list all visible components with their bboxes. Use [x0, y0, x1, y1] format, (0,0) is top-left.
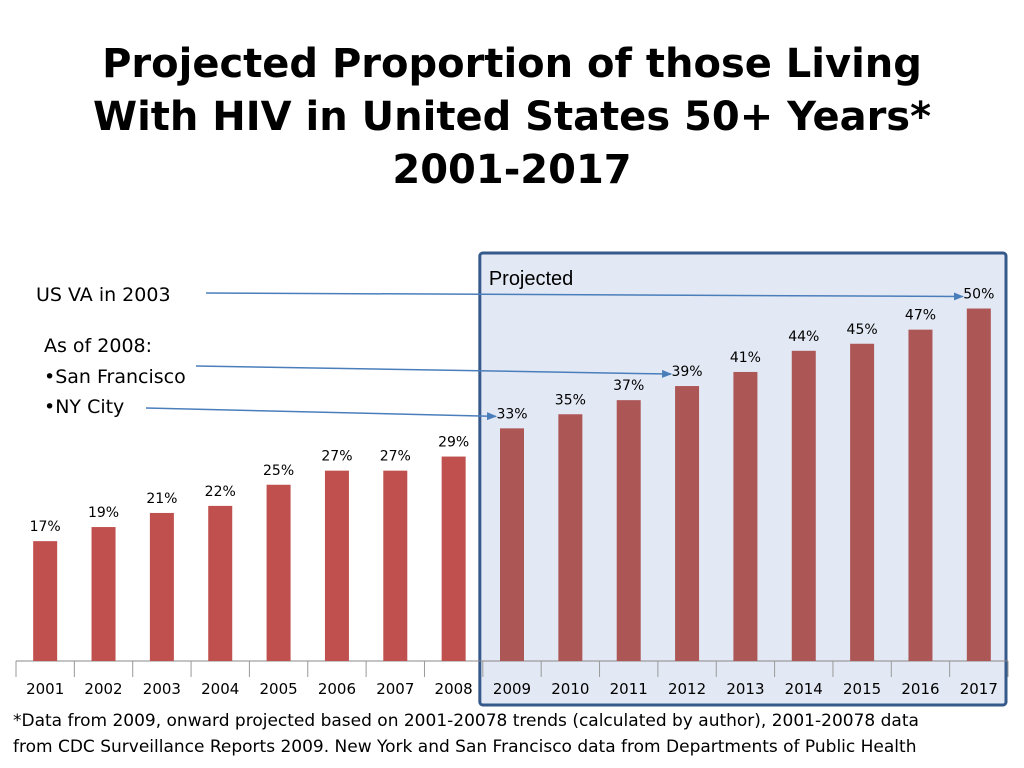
bar-2009: [500, 428, 524, 661]
bar-2011: [616, 400, 641, 661]
bar-2003: [149, 512, 174, 661]
us-va-2003-annotation: US VA in 2003: [36, 284, 171, 306]
x-tick-label-2017: 2017: [960, 680, 998, 698]
x-tick-label-2016: 2016: [901, 680, 939, 698]
us-va-arrow: [205, 292, 964, 301]
x-tick-label-2008: 2008: [435, 680, 473, 698]
data-label-2010: 35%: [555, 392, 586, 408]
ny-city-annotation: •NY City: [44, 396, 125, 418]
x-tick-label-2004: 2004: [201, 680, 239, 698]
bar-2010: [558, 414, 583, 661]
data-label-2015: 45%: [847, 322, 878, 338]
data-label-2003: 21%: [146, 491, 177, 507]
title-line-3: 2001-2017: [392, 147, 632, 193]
data-label-2016: 47%: [905, 308, 936, 324]
data-label-2008: 29%: [438, 435, 469, 451]
x-tick-label-2010: 2010: [551, 680, 589, 698]
bar-2013: [733, 371, 758, 661]
x-tick-label-2006: 2006: [318, 680, 356, 698]
data-label-2011: 37%: [613, 378, 644, 394]
data-label-2004: 22%: [205, 484, 236, 500]
footnote: *Data from 2009, onward projected based …: [13, 708, 1013, 760]
x-tick-label-2001: 2001: [26, 680, 64, 698]
x-tick-label-2009: 2009: [493, 680, 531, 698]
footnote-line-2: from CDC Surveillance Reports 2009. New …: [13, 737, 917, 757]
x-tick-label-2015: 2015: [843, 680, 881, 698]
data-label-2001: 17%: [30, 519, 61, 535]
bar-2016: [908, 329, 933, 661]
title-line-2: With HIV in United States 50+ Years*: [92, 94, 932, 140]
bar-2004: [208, 505, 233, 661]
data-label-2017: 50%: [963, 287, 994, 303]
san-francisco-arrow: [195, 365, 673, 378]
bar-2001: [33, 541, 58, 661]
x-tick-label-2012: 2012: [668, 680, 706, 698]
data-label-2012: 39%: [671, 364, 702, 380]
bar-2012: [675, 386, 700, 661]
bar-2008: [441, 456, 466, 661]
ny-city-arrow: [145, 407, 497, 421]
x-tick-label-2014: 2014: [785, 680, 823, 698]
x-tick-label-2007: 2007: [376, 680, 414, 698]
x-tick-label-2003: 2003: [143, 680, 181, 698]
as-of-2008-heading: As of 2008:: [44, 335, 153, 357]
data-label-2014: 44%: [788, 329, 819, 345]
bar-2017: [966, 308, 991, 661]
x-tick-label-2013: 2013: [726, 680, 764, 698]
data-label-2009: 33%: [496, 406, 527, 422]
data-label-2006: 27%: [321, 449, 352, 465]
data-label-2013: 41%: [730, 350, 761, 366]
chart-title: Projected Proportion of those Living Wit…: [0, 38, 1024, 197]
san-francisco-annotation: •San Francisco: [44, 366, 186, 388]
projected-region-label: Projected: [489, 268, 573, 290]
bar-2005: [266, 484, 291, 661]
bar-2006: [324, 470, 349, 661]
data-label-2002: 19%: [88, 505, 119, 521]
x-tick-label-2002: 2002: [84, 680, 122, 698]
x-tick-label-2011: 2011: [610, 680, 648, 698]
bar-2015: [850, 343, 875, 661]
x-tick-label-2005: 2005: [259, 680, 297, 698]
data-label-2005: 25%: [263, 463, 294, 479]
data-label-2007: 27%: [380, 449, 411, 465]
title-line-1: Projected Proportion of those Living: [102, 41, 922, 87]
footnote-line-1: *Data from 2009, onward projected based …: [13, 711, 919, 731]
bar-2014: [791, 350, 816, 661]
bar-2002: [91, 527, 116, 661]
bar-2007: [383, 470, 408, 661]
